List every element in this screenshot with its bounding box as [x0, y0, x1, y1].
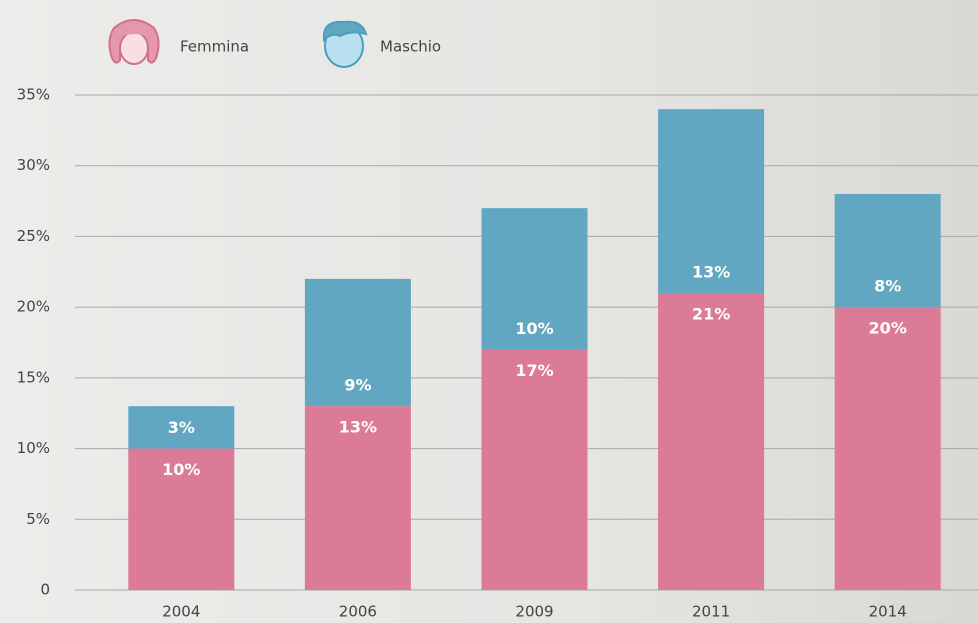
y-tick-label: 15%: [17, 368, 50, 386]
y-tick-label: 10%: [17, 439, 50, 457]
y-tick-label: 0: [40, 581, 50, 599]
x-tick-label: 2009: [515, 603, 553, 621]
value-label: 13%: [339, 418, 377, 437]
bar-segment: [658, 109, 765, 294]
x-tick-label: 2011: [692, 603, 730, 621]
value-label: 10%: [515, 319, 553, 338]
value-label: 13%: [692, 263, 730, 282]
legend-icon-girl: [108, 19, 160, 65]
bar-segment: [304, 278, 411, 407]
bar-segment: [658, 293, 765, 590]
bar-segment: [834, 307, 941, 590]
value-label: 17%: [515, 361, 553, 380]
value-label: 9%: [344, 376, 371, 395]
y-tick-label: 5%: [26, 510, 50, 528]
bar-segment: [128, 448, 235, 590]
x-tick-label: 2006: [339, 603, 377, 621]
value-label: 3%: [168, 418, 195, 437]
value-label: 8%: [874, 277, 901, 296]
legend-label: Maschio: [380, 38, 441, 56]
bar-segment: [481, 349, 588, 590]
bar-segment: [128, 406, 235, 449]
value-label: 20%: [869, 319, 907, 338]
legend: Femmina Maschio: [108, 19, 441, 68]
x-tick-label: 2004: [162, 603, 200, 621]
y-tick-label: 35%: [17, 86, 50, 104]
bar-segment: [304, 406, 411, 590]
legend-label: Femmina: [180, 38, 249, 56]
value-label: 21%: [692, 305, 730, 324]
x-tick-label: 2014: [869, 603, 907, 621]
bar-segment: [481, 208, 588, 350]
y-tick-label: 30%: [17, 156, 50, 174]
y-tick-label: 20%: [17, 298, 50, 316]
y-tick-label: 25%: [17, 227, 50, 245]
value-label: 10%: [162, 460, 200, 479]
legend-icon-boy: [322, 20, 368, 68]
bar-segment: [834, 194, 941, 308]
